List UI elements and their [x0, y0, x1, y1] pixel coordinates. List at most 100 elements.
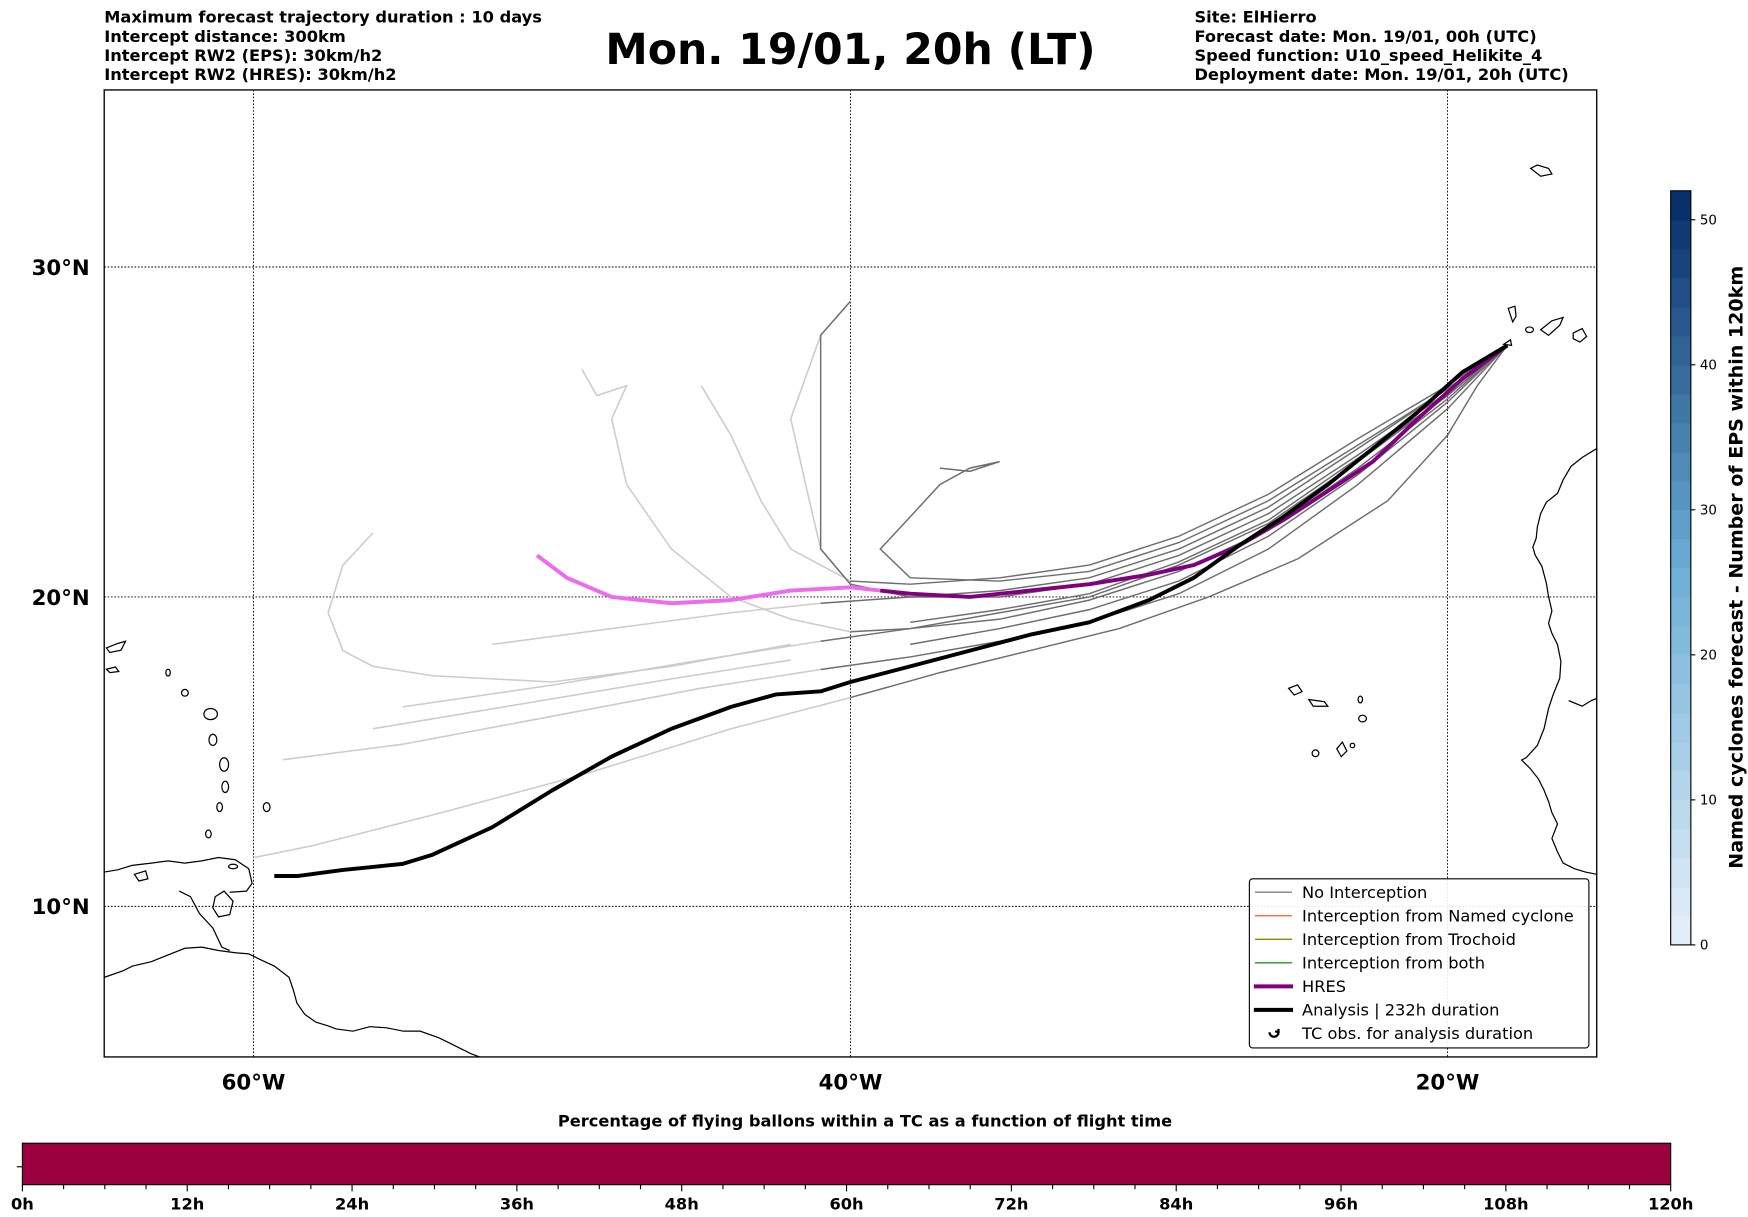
- coast-island-barbados: [262, 801, 271, 813]
- coast-island-santiago: [1336, 740, 1348, 758]
- legend-box: [1248, 878, 1590, 1049]
- map-frame: [103, 89, 1598, 1058]
- colorbar-step: [1670, 451, 1691, 482]
- hres-trajectory: [880, 343, 1509, 599]
- timebar-tick-label: 96h: [1324, 1194, 1358, 1213]
- coast-island-el-hierro: [1502, 338, 1513, 347]
- analysis-trajectory: [274, 343, 1509, 878]
- colorbar-step: [1670, 277, 1691, 308]
- coast-island-fogo: [1311, 749, 1320, 758]
- colorbar-step: [1670, 886, 1691, 917]
- timebar-ticks: 0h 12h 24h 36h 48h 60h 72h 84h 96h 108h 120h: [11, 1184, 1693, 1213]
- coast-island-gran-canaria: [1572, 327, 1588, 343]
- header-left: Maximum forecast trajectory duration : 1…: [104, 8, 542, 84]
- header-line-deployment-date: Deployment date: Mon. 19/01, 20h (UTC): [1194, 65, 1568, 84]
- colorbar-step: [1670, 828, 1691, 859]
- coast-trinidad: [212, 890, 234, 918]
- colorbar-step: [1670, 509, 1691, 540]
- colorbar-frame: [1670, 190, 1692, 946]
- timebar-fill: [22, 1143, 1671, 1185]
- colorbar-step: [1670, 741, 1691, 772]
- legend-label-hres: HRES: [1302, 977, 1346, 996]
- coast-island-santo-antao: [1287, 684, 1303, 696]
- coast-orinoco: [179, 890, 230, 952]
- lon-tick-label: 20°W: [1416, 1070, 1480, 1095]
- colorbar-tick-label: 30: [1700, 503, 1717, 518]
- colorbar-gradient: [1670, 190, 1691, 946]
- eps-trajectory: [850, 344, 1508, 699]
- header-line-intercept-distance: Intercept distance: 300km: [104, 27, 346, 46]
- header-line-speed-function: Speed function: U10_speed_Helikite_4: [1194, 46, 1542, 65]
- legend-label-no-interception: No Interception: [1302, 883, 1427, 902]
- eps-trajectory: [700, 385, 851, 582]
- timebar-tick-label: 12h: [170, 1194, 204, 1213]
- colorbar-tick-label: 20: [1700, 648, 1717, 663]
- trajectory-layer: [253, 300, 1509, 878]
- colorbar: 0 10 20 30 40 50 Named cyclones forecast - Nu…: [1670, 190, 1747, 953]
- coast-island-st-vincent: [216, 801, 224, 813]
- timebar-title: Percentage of flying ballons within a TC…: [558, 1111, 1172, 1130]
- colorbar-step: [1670, 770, 1691, 801]
- colorbar-step: [1670, 654, 1691, 685]
- colorbar-step: [1670, 306, 1691, 337]
- coast-island-guadeloupe: [203, 707, 218, 721]
- coastlines: [104, 164, 1597, 1057]
- colorbar-step: [1670, 712, 1691, 743]
- lat-tick-label: 30°N: [32, 256, 90, 281]
- colorbar-step: [1670, 422, 1691, 453]
- legend-label-analysis: Analysis | 232h duration: [1302, 1000, 1499, 1019]
- colorbar-step: [1670, 857, 1691, 888]
- colorbar-tick-label: 40: [1700, 358, 1717, 373]
- legend-label-trochoid: Interception from Trochoid: [1302, 930, 1516, 949]
- colorbar-step: [1670, 567, 1691, 598]
- header-line-rw2-eps: Intercept RW2 (EPS): 30km/h2: [104, 46, 382, 65]
- eps-trajectory: [850, 344, 1508, 633]
- eps-trajectory: [581, 368, 851, 633]
- colorbar-step: [1670, 799, 1691, 830]
- coast-island: [180, 688, 189, 697]
- eps-trajectory: [879, 344, 1508, 582]
- header-right: Site: ElHierro Forecast date: Mon. 19/01…: [1194, 8, 1568, 84]
- coast-island-la-gomera: [1524, 326, 1535, 334]
- lon-tick-label: 40°W: [819, 1070, 883, 1095]
- coast-island-sal: [1357, 695, 1364, 704]
- colorbar-step: [1670, 248, 1691, 279]
- coast-island: [165, 668, 171, 677]
- coast-south-america: [104, 946, 480, 1057]
- legend-label-named-cyclone: Interception from Named cyclone: [1302, 906, 1574, 925]
- colorbar-step: [1670, 915, 1691, 946]
- coast-puerto-rico: [105, 640, 127, 654]
- timebar-tick-label: 120h: [1648, 1194, 1693, 1213]
- latitude-tick-labels: 30°N 20°N 10°N: [32, 256, 90, 920]
- lat-tick-label: 20°N: [32, 586, 90, 611]
- eps-trajectory: [253, 696, 851, 859]
- legend-label-tc-obs: TC obs. for analysis duration: [1301, 1024, 1533, 1043]
- coast-island-tobago: [227, 863, 239, 870]
- coast-island-la-palma: [1507, 305, 1517, 324]
- header-line-duration: Maximum forecast trajectory duration : 1…: [104, 8, 542, 27]
- coast-island-maio: [1349, 742, 1356, 749]
- legend-label-both: Interception from both: [1302, 953, 1485, 972]
- page-title: Mon. 19/01, 20h (LT): [605, 25, 1095, 75]
- timebar-tick-label: 72h: [994, 1194, 1028, 1213]
- coast-west-africa: [1520, 447, 1597, 875]
- coast-island-martinique: [219, 757, 230, 772]
- coast-venezuela-north: [104, 856, 253, 893]
- timebar-tick-label: 108h: [1483, 1194, 1528, 1213]
- eps-trajectory: [492, 602, 821, 646]
- coast-senegal-inlet: [1568, 697, 1597, 707]
- colorbar-step: [1670, 219, 1691, 250]
- eps-trajectory: [372, 659, 791, 730]
- colorbar-step: [1670, 393, 1691, 424]
- colorbar-step: [1670, 683, 1691, 714]
- legend: No Interception Interception from Named …: [1248, 878, 1590, 1049]
- eps-trajectory: [850, 344, 1508, 585]
- header-line-forecast-date: Forecast date: Mon. 19/01, 00h (UTC): [1194, 27, 1536, 46]
- coast-island-grenada: [204, 829, 212, 839]
- coast-island-curacao: [133, 870, 149, 882]
- coast-island-boa-vista: [1358, 714, 1368, 723]
- colorbar-step: [1670, 190, 1691, 221]
- timebar-tick-label: 60h: [829, 1194, 863, 1213]
